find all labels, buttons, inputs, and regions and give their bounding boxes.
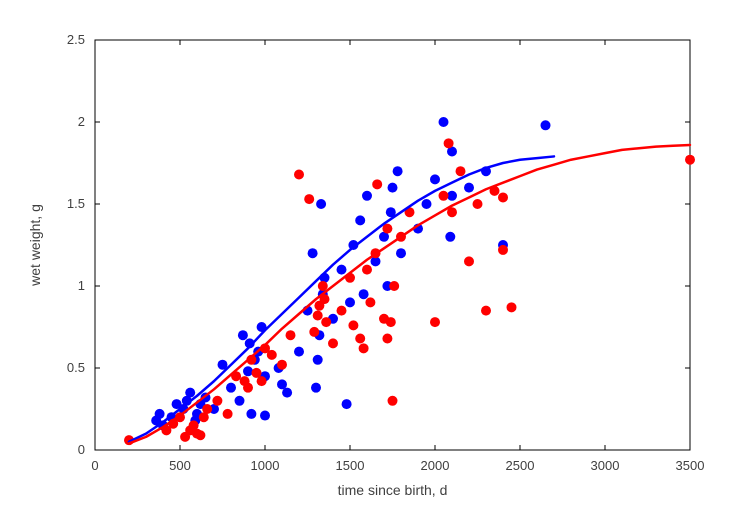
- red-points-marker: [359, 343, 369, 353]
- blue-points-marker: [337, 265, 347, 275]
- blue-points-marker: [226, 383, 236, 393]
- chart-container: 0 500 1000 1500 2000 2500 3000 3500 0 0.5 1 1.5 2 2.5…: [0, 0, 729, 521]
- y-tick-label: 1.5: [67, 196, 85, 211]
- red-points-marker: [464, 256, 474, 266]
- blue-points-marker: [155, 409, 165, 419]
- red-points-marker: [430, 317, 440, 327]
- blue-points-marker: [430, 174, 440, 184]
- red-points-marker: [337, 306, 347, 316]
- red-points-marker: [348, 320, 358, 330]
- red-points-marker: [372, 179, 382, 189]
- blue-points-marker: [396, 248, 406, 258]
- blue-points-marker: [311, 383, 321, 393]
- blue-points-marker: [282, 388, 292, 398]
- red-points-marker: [389, 281, 399, 291]
- blue-points-marker: [313, 355, 323, 365]
- x-tick-label: 2500: [506, 458, 535, 473]
- blue-points-marker: [362, 191, 372, 201]
- blue-points-marker: [439, 117, 449, 127]
- red-points-marker: [318, 281, 328, 291]
- red-points-marker: [355, 333, 365, 343]
- blue-points-marker: [185, 388, 195, 398]
- blue-points-marker: [342, 399, 352, 409]
- red-points-marker: [365, 297, 375, 307]
- red-points-marker: [382, 333, 392, 343]
- red-points-marker: [321, 317, 331, 327]
- blue-points-marker: [238, 330, 248, 340]
- red-points-marker: [309, 327, 319, 337]
- blue-points-marker: [445, 232, 455, 242]
- red-points-marker: [313, 311, 323, 321]
- blue-points-marker: [294, 347, 304, 357]
- blue-points-marker: [308, 248, 318, 258]
- x-tick-label: 3500: [676, 458, 705, 473]
- blue-points-marker: [422, 199, 432, 209]
- blue-line: [129, 156, 554, 441]
- blue-points-marker: [393, 166, 403, 176]
- blue-points-marker: [246, 409, 256, 419]
- red-points-marker: [277, 360, 287, 370]
- red-points-marker: [439, 191, 449, 201]
- y-axis-label: wet weight, g: [27, 204, 43, 287]
- x-tick-label: 1500: [336, 458, 365, 473]
- red-points-marker: [212, 396, 222, 406]
- red-points-marker: [685, 155, 695, 165]
- red-points-marker: [304, 194, 314, 204]
- blue-points-marker: [243, 366, 253, 376]
- red-points-marker: [388, 396, 398, 406]
- red-points-marker: [362, 265, 372, 275]
- y-tick-label: 1: [78, 278, 85, 293]
- red-points-marker: [243, 383, 253, 393]
- y-tick-label: 0.5: [67, 360, 85, 375]
- points-group: [124, 117, 695, 445]
- x-axis-label: time since birth, d: [338, 482, 448, 498]
- x-tick-label: 3000: [591, 458, 620, 473]
- plot-box: [95, 40, 690, 450]
- blue-points-marker: [541, 120, 551, 130]
- blue-points-marker: [316, 199, 326, 209]
- red-points-marker: [386, 317, 396, 327]
- red-points-marker: [507, 302, 517, 312]
- red-points-marker: [456, 166, 466, 176]
- red-points-marker: [294, 169, 304, 179]
- red-points-marker: [498, 192, 508, 202]
- red-points-marker: [444, 138, 454, 148]
- x-tick-label: 2000: [421, 458, 450, 473]
- red-points-marker: [223, 409, 233, 419]
- blue-points-marker: [355, 215, 365, 225]
- red-points-marker: [286, 330, 296, 340]
- red-points-marker: [473, 199, 483, 209]
- blue-points-marker: [235, 396, 245, 406]
- red-points-marker: [195, 430, 205, 440]
- x-tick-label: 500: [169, 458, 191, 473]
- y-tick-label: 2: [78, 114, 85, 129]
- y-tick-label: 2.5: [67, 32, 85, 47]
- blue-points-marker: [345, 297, 355, 307]
- red-points-marker: [267, 350, 277, 360]
- x-tick-label: 0: [91, 458, 98, 473]
- blue-points-marker: [359, 289, 369, 299]
- red-points-marker: [328, 338, 338, 348]
- red-points-marker: [498, 245, 508, 255]
- x-tick-label: 1000: [251, 458, 280, 473]
- red-points-marker: [202, 404, 212, 414]
- red-points-marker: [481, 306, 491, 316]
- blue-points-marker: [388, 183, 398, 193]
- y-tick-label: 0: [78, 442, 85, 457]
- blue-points-marker: [260, 411, 270, 421]
- red-points-marker: [257, 376, 267, 386]
- blue-points-marker: [464, 183, 474, 193]
- scatter-chart: 0 500 1000 1500 2000 2500 3000 3500 0 0.5 1 1.5 2 2.5…: [0, 0, 729, 521]
